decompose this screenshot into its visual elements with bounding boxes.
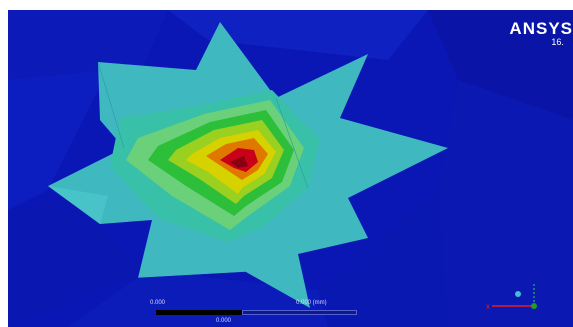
brand-version: 16. <box>551 37 564 47</box>
scale-bar-light-segment <box>242 310 357 315</box>
mesh-edge <box>275 97 309 189</box>
scale-bar-dark-segment <box>156 310 242 315</box>
scale-bar: 0.000 0.000 (mm) 0.000 <box>146 300 361 327</box>
mesh-facet <box>428 10 573 120</box>
ansys-logo: ANSYS 16. <box>509 20 573 47</box>
mesh-facet <box>318 190 448 327</box>
scale-mid-label: 0.000 <box>216 318 232 324</box>
mesh-edge <box>97 61 125 149</box>
mesh-facet <box>438 80 573 327</box>
mesh-facet <box>168 10 428 60</box>
contour-band-cyan <box>48 186 108 224</box>
brand-name: ANSYS <box>509 19 573 38</box>
z-axis-sphere <box>515 291 521 297</box>
scale-left-label: 0.000 <box>150 300 166 306</box>
mesh-facet <box>8 200 148 327</box>
mesh-edge <box>137 271 247 279</box>
axis-triad-icon[interactable]: x <box>478 280 558 325</box>
contour-max-point <box>230 156 248 168</box>
graphics-viewport[interactable]: ANSYS 16. 0.000 0.000 (mm) 0.000 x <box>8 10 573 327</box>
contour-plot <box>8 10 573 327</box>
triad-origin <box>531 303 537 309</box>
mesh-facet <box>8 70 108 210</box>
scale-right-label: 0.000 (mm) <box>296 300 327 306</box>
x-axis-label: x <box>486 302 490 311</box>
